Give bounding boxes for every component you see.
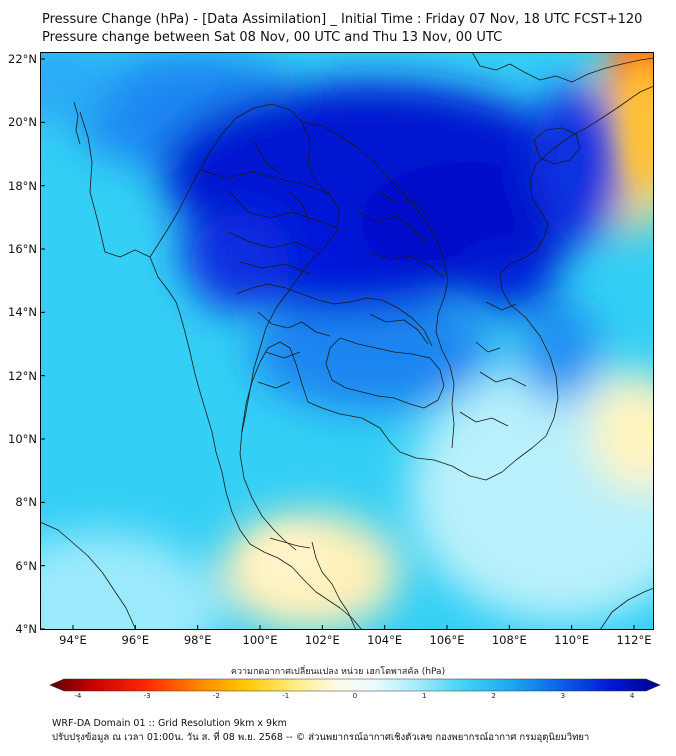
lat-label: 14°N xyxy=(8,305,37,320)
colorbar-tick: 0 xyxy=(352,692,358,700)
lon-label: 106°E xyxy=(429,633,465,647)
coastlines-and-borders xyxy=(40,52,654,630)
lon-label: 108°E xyxy=(491,633,527,647)
border-thailand-laos xyxy=(235,283,433,347)
colorbar xyxy=(49,678,661,692)
axis-tick-marks xyxy=(40,58,635,630)
lat-label: 6°N xyxy=(15,558,37,573)
border-cambodia xyxy=(325,337,445,409)
province-lines-central xyxy=(257,311,429,389)
map-title: Pressure Change (hPa) - [Data Assimilati… xyxy=(42,12,643,27)
colorbar-tick: 4 xyxy=(629,692,635,700)
coastline-gulf-west xyxy=(239,341,309,551)
lon-label: 100°E xyxy=(242,633,278,647)
border-thailand-malaysia xyxy=(269,537,311,549)
map-subtitle: Pressure change between Sat 08 Nov, 00 U… xyxy=(42,30,503,45)
coastline-south-china xyxy=(471,52,654,83)
colorbar-ramp xyxy=(49,678,661,692)
colorbar-label: ความกดอากาศเปลี่ยนแปลง หน่วย เฮกโตพาสคัล… xyxy=(230,667,446,677)
footer-credit: ปรับปรุงข้อมูล ณ เวลา 01:00น. วัน ส. ที่… xyxy=(52,732,590,743)
lon-label: 110°E xyxy=(554,633,590,647)
province-lines-vietnam xyxy=(459,301,527,427)
lat-label: 16°N xyxy=(8,242,37,256)
border-laos-vietnam xyxy=(301,121,455,449)
coastline-borneo xyxy=(599,587,654,630)
lon-label: 94°E xyxy=(59,633,87,647)
coastline-cambodia-vietnam xyxy=(307,85,654,481)
colorbar-tick: 1 xyxy=(422,692,427,700)
lat-label: 8°N xyxy=(15,495,37,510)
lat-label: 18°N xyxy=(8,178,37,193)
colorbar-tick: -3 xyxy=(143,692,151,700)
lon-label: 112°E xyxy=(616,633,652,647)
coastline-malay-east xyxy=(311,541,357,630)
lon-label: 102°E xyxy=(304,633,340,647)
map-border xyxy=(40,52,654,630)
colorbar-tick: -4 xyxy=(74,692,82,700)
colorbar-tick: -1 xyxy=(282,692,290,700)
coastline-hainan xyxy=(533,127,581,165)
pressure-change-map xyxy=(40,52,654,630)
lat-label: 12°N xyxy=(8,368,37,383)
lat-label: 4°N xyxy=(15,622,37,636)
lon-label: 96°E xyxy=(121,633,150,647)
lon-label: 104°E xyxy=(367,633,403,647)
footer-model-info: WRF-DA Domain 01 :: Grid Resolution 9km … xyxy=(52,718,287,729)
lat-label: 20°N xyxy=(8,115,37,130)
coastline-andaman-myanmar xyxy=(79,111,363,630)
lat-label: 22°N xyxy=(8,52,37,66)
border-myanmar-east xyxy=(149,103,341,433)
lat-label: 10°N xyxy=(8,432,37,446)
colorbar-tick: 2 xyxy=(491,692,496,700)
coastline-sumatra xyxy=(40,521,137,630)
colorbar-tick: -2 xyxy=(212,692,220,700)
colorbar-tick: 3 xyxy=(560,692,566,700)
lon-label: 98°E xyxy=(183,633,212,647)
province-lines-north xyxy=(199,141,445,279)
coastline-andaman-islands xyxy=(73,101,81,145)
